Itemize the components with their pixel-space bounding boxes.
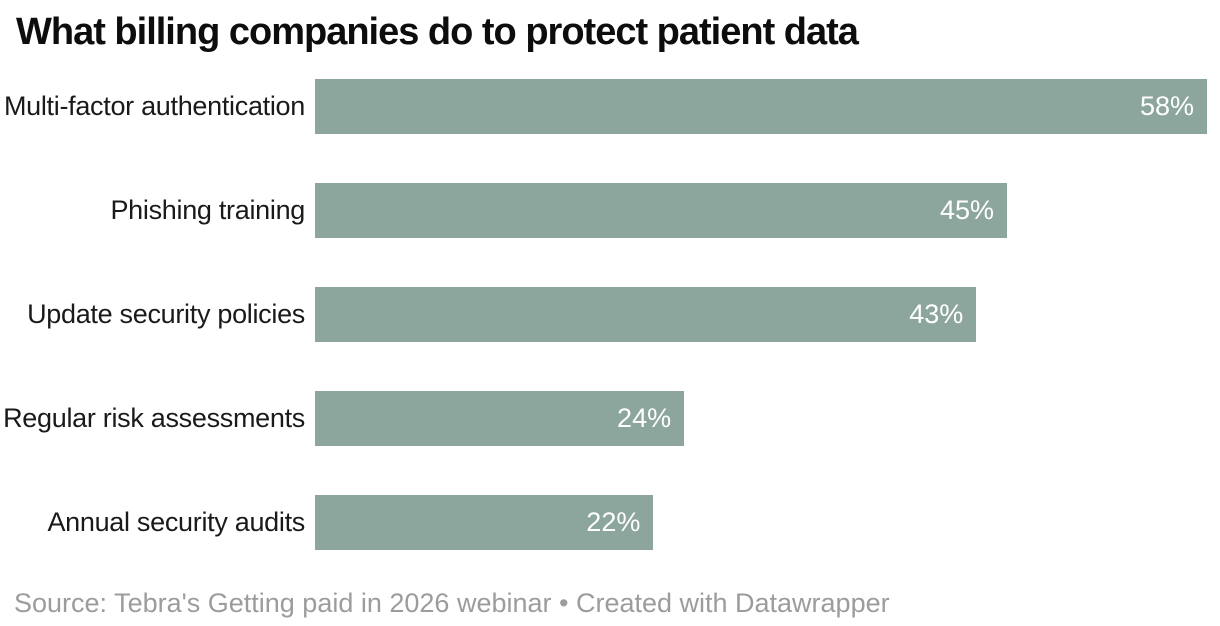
bar-track: 43% xyxy=(315,287,1207,342)
bar-row: Regular risk assessments 24% xyxy=(0,391,1207,446)
category-label: Multi-factor authentication xyxy=(0,79,305,134)
category-label-text: Multi-factor authentication xyxy=(3,91,305,121)
value-label: 45% xyxy=(940,195,995,225)
bar-chart: Multi-factor authentication 58% Phishing t… xyxy=(0,79,1207,550)
bar: 45% xyxy=(315,183,1008,238)
value-label: 22% xyxy=(586,507,641,537)
category-label-text: Update security policies xyxy=(27,299,305,329)
bar-track: 22% xyxy=(315,495,1207,550)
bar-row: Phishing training 45% xyxy=(0,183,1207,238)
category-label: Phishing training xyxy=(0,183,305,238)
bar: 43% xyxy=(315,287,977,342)
bar-track: 45% xyxy=(315,183,1207,238)
bar: 24% xyxy=(315,391,685,446)
category-label: Update security policies xyxy=(0,287,305,342)
value-label: 43% xyxy=(909,299,964,329)
bar-track: 24% xyxy=(315,391,1207,446)
bar-row: Multi-factor authentication 58% xyxy=(0,79,1207,134)
category-label-text: Regular risk assessments xyxy=(3,403,305,433)
value-label: 24% xyxy=(617,403,672,433)
category-label: Regular risk assessments xyxy=(0,391,305,446)
category-label: Annual security audits xyxy=(0,495,305,550)
source-note: Source: Tebra's Getting paid in 2026 web… xyxy=(14,588,890,618)
bar-row: Update security policies 43% xyxy=(0,287,1207,342)
bar-row: Annual security audits 22% xyxy=(0,495,1207,550)
bar: 58% xyxy=(315,79,1207,134)
category-label-text: Phishing training xyxy=(110,195,305,225)
bar: 22% xyxy=(315,495,654,550)
bar-track: 58% xyxy=(315,79,1207,134)
category-label-text: Annual security audits xyxy=(47,507,305,537)
value-label: 58% xyxy=(1139,91,1194,121)
chart-title: What billing companies do to protect pat… xyxy=(16,11,859,53)
